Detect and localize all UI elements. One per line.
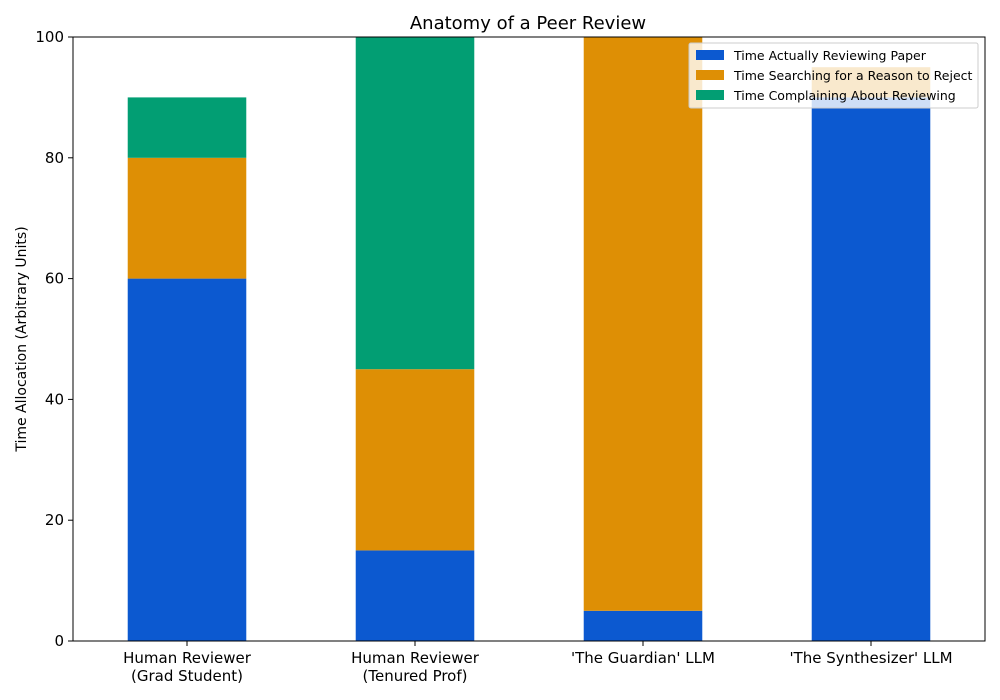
chart-title: Anatomy of a Peer Review [410, 13, 646, 34]
bar-segment-series-0-cat-3 [811, 97, 931, 641]
x-axis-ticks: Human Reviewer(Grad Student)Human Review… [123, 641, 953, 685]
y-axis-label: Time Allocation (Arbitrary Units) [14, 226, 30, 452]
bar-segment-series-2-cat-1 [355, 37, 475, 370]
x-tick-label-1-line-0: Human Reviewer [351, 649, 480, 667]
legend-label-1: Time Searching for a Reason to Reject [733, 68, 973, 83]
plot-frame [72, 36, 986, 642]
x-tick-label-0-line-1: (Grad Student) [131, 667, 243, 685]
y-tick-label-0: 0 [54, 632, 64, 650]
bars-group [127, 37, 931, 641]
x-tick-label-2-line-0: 'The Guardian' LLM [571, 649, 715, 667]
legend-box [688, 42, 979, 109]
y-tick-label-3: 60 [45, 270, 64, 288]
y-axis-ticks: 0 20 40 60 80 100 [35, 28, 73, 650]
x-tick-label-1-line-1: (Tenured Prof) [363, 667, 468, 685]
bar-segment-series-1-cat-1 [355, 369, 475, 551]
y-tick-label-1: 20 [45, 511, 64, 529]
y-tick-label-2: 40 [45, 390, 64, 408]
legend-swatch-2 [696, 90, 724, 100]
bar-segment-series-2-cat-0 [127, 97, 247, 158]
bar-segment-series-0-cat-2 [583, 610, 703, 641]
x-tick-label-0-line-0: Human Reviewer [123, 649, 252, 667]
legend-swatch-1 [696, 70, 724, 80]
legend-swatch-0 [696, 50, 724, 60]
bar-segment-series-0-cat-1 [355, 550, 475, 641]
bar-segment-series-1-cat-0 [127, 157, 247, 279]
legend-label-2: Time Complaining About Reviewing [733, 88, 956, 103]
x-tick-label-3-line-0: 'The Synthesizer' LLM [789, 649, 952, 667]
legend-label-0: Time Actually Reviewing Paper [733, 48, 927, 63]
bar-segment-series-0-cat-0 [127, 278, 247, 641]
y-tick-label-4: 80 [45, 149, 64, 167]
legend: Time Actually Reviewing Paper Time Search… [688, 42, 979, 109]
bar-segment-series-1-cat-2 [583, 37, 703, 611]
y-tick-label-5: 100 [35, 28, 64, 46]
